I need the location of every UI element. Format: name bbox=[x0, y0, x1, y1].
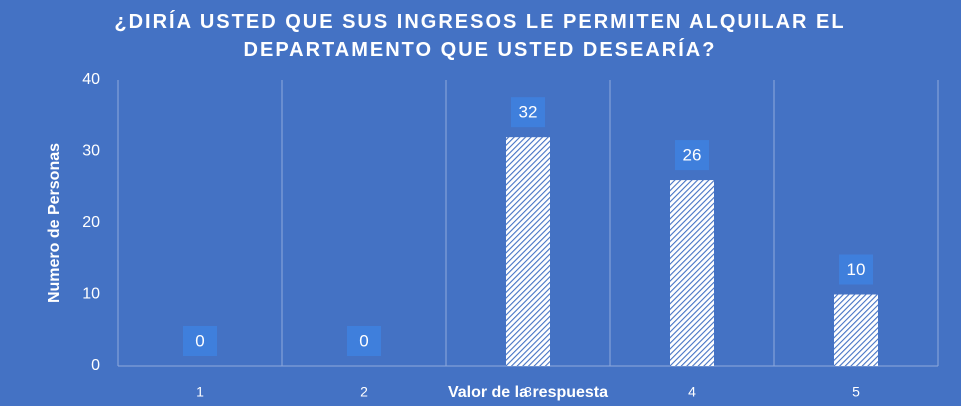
y-tick-label: 10 bbox=[82, 286, 100, 303]
data-label-box bbox=[347, 326, 381, 356]
data-label: 0 bbox=[359, 331, 368, 350]
x-tick-label: 5 bbox=[852, 384, 860, 400]
x-axis-label: Valor de la respuesta bbox=[448, 384, 608, 401]
chart-title: ¿DIRÍA USTED QUE SUS INGRESOS LE PERMITE… bbox=[114, 11, 846, 61]
data-label-box bbox=[183, 326, 217, 356]
data-label: 26 bbox=[683, 146, 702, 165]
data-label-box bbox=[511, 97, 545, 128]
bar bbox=[670, 180, 714, 366]
y-tick-label: 0 bbox=[91, 357, 100, 374]
data-label: 32 bbox=[519, 103, 538, 122]
bar bbox=[834, 294, 878, 366]
data-label-box bbox=[839, 254, 873, 285]
x-tick-label: 2 bbox=[360, 384, 368, 400]
y-axis-label: Numero de Personas bbox=[46, 143, 63, 303]
data-label: 0 bbox=[195, 331, 204, 350]
data-label: 10 bbox=[847, 260, 866, 279]
data-label-box bbox=[675, 140, 709, 171]
y-tick-label: 20 bbox=[82, 214, 100, 231]
y-tick-label: 30 bbox=[82, 143, 100, 160]
x-tick-label: 4 bbox=[688, 384, 696, 400]
x-tick-label: 3 bbox=[524, 384, 532, 400]
x-tick-label: 1 bbox=[196, 384, 204, 400]
bar bbox=[506, 137, 550, 366]
y-tick-label: 40 bbox=[82, 71, 100, 88]
